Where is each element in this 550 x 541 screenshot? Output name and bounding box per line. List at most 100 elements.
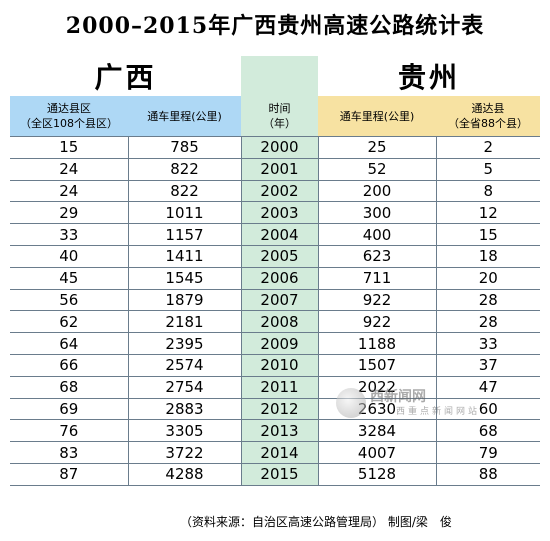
cell-year: 2011 xyxy=(240,376,319,399)
watermark-line2: 西重点新闻网站 xyxy=(396,407,481,417)
header-gz-km: 通车里程(公里) xyxy=(318,96,437,137)
cell-year: 2008 xyxy=(240,310,319,334)
cell-gx-km: 3722 xyxy=(127,441,242,464)
cell-gx-counties: 56 xyxy=(10,289,128,312)
cell-gx-km: 1545 xyxy=(127,267,242,290)
cell-year: 2002 xyxy=(240,180,319,203)
cell-gx-km: 1011 xyxy=(127,201,242,225)
cell-gz-km: 623 xyxy=(317,245,437,268)
cell-gx-counties: 68 xyxy=(10,376,128,399)
cell-gx-counties: 29 xyxy=(10,201,128,225)
cell-gz-km: 52 xyxy=(317,158,437,181)
cell-gx-km: 2574 xyxy=(127,354,242,377)
cell-gz-counties: 33 xyxy=(435,332,541,355)
cell-year: 2006 xyxy=(240,267,319,290)
cell-gz-km: 25 xyxy=(317,136,437,159)
cell-year: 2003 xyxy=(240,201,319,225)
cell-gx-km: 4288 xyxy=(127,463,242,486)
cell-gz-counties: 47 xyxy=(435,376,541,399)
cell-gx-km: 822 xyxy=(127,180,242,203)
cell-year: 2010 xyxy=(240,354,319,377)
cell-gz-counties: 88 xyxy=(435,463,541,486)
cell-gz-counties: 2 xyxy=(435,136,541,159)
cell-gx-km: 2395 xyxy=(127,332,242,355)
cell-year: 2014 xyxy=(240,441,319,464)
cell-year: 2009 xyxy=(240,332,319,355)
watermark-line1: 西新闻网 xyxy=(370,389,426,405)
cell-gz-km: 400 xyxy=(317,223,437,246)
cell-gx-counties: 64 xyxy=(10,332,128,355)
watermark-logo-icon xyxy=(336,388,366,418)
cell-gz-counties: 28 xyxy=(435,289,541,312)
cell-year: 2005 xyxy=(240,245,319,268)
table-row: 87 4288 2015 5128 88 xyxy=(10,463,541,486)
cell-year: 2007 xyxy=(240,289,319,312)
guizhou-region-label: 贵州 xyxy=(398,61,461,94)
table-row: 66 2574 2010 1507 37 xyxy=(10,354,541,377)
cell-year: 2012 xyxy=(240,398,319,421)
table-row: 64 2395 2009 1188 33 xyxy=(10,332,541,355)
cell-gx-km: 822 xyxy=(127,158,242,181)
cell-gx-counties: 87 xyxy=(10,463,128,486)
cell-gx-km: 1157 xyxy=(127,223,242,246)
cell-gx-counties: 76 xyxy=(10,419,128,443)
cell-gx-km: 2181 xyxy=(127,310,242,334)
cell-year: 2004 xyxy=(240,223,319,246)
cell-gx-km: 2754 xyxy=(127,376,242,399)
cell-gx-counties: 83 xyxy=(10,441,128,464)
cell-gx-counties: 40 xyxy=(10,245,128,268)
cell-gx-counties: 33 xyxy=(10,223,128,246)
header-gz-counties: 通达县 （全省88个县） xyxy=(436,96,541,137)
header-gx-km: 通车里程(公里) xyxy=(128,96,242,137)
table-row: 83 3722 2014 4007 79 xyxy=(10,441,541,464)
table-row: 68 2754 2011 2022 47 xyxy=(10,376,541,399)
cell-gx-km: 1879 xyxy=(127,289,242,312)
cell-gz-counties: 12 xyxy=(435,201,541,225)
time-column-spacer xyxy=(241,56,319,96)
cell-gx-counties: 15 xyxy=(10,136,128,159)
header-gx-counties: 通达县区 （全区108个县区） xyxy=(10,96,128,137)
cell-year: 2000 xyxy=(240,136,319,159)
cell-gx-counties: 24 xyxy=(10,180,128,203)
cell-year: 2015 xyxy=(240,463,319,486)
table-body: 15 785 2000 25 2 24 822 2001 52 5 24 822 2002 200 8 29 1… xyxy=(10,136,541,486)
cell-gz-km: 5128 xyxy=(317,463,437,486)
source-footer: （资料来源：自治区高速公路管理局） 制图/梁 俊 xyxy=(180,515,452,529)
cell-gz-km: 1188 xyxy=(317,332,437,355)
cell-gx-counties: 45 xyxy=(10,267,128,290)
cell-gx-counties: 62 xyxy=(10,310,128,334)
cell-gz-counties: 18 xyxy=(435,245,541,268)
table-row: 24 822 2002 200 8 xyxy=(10,180,541,203)
cell-gz-km: 4007 xyxy=(317,441,437,464)
cell-gz-km: 922 xyxy=(317,289,437,312)
cell-gz-counties: 15 xyxy=(435,223,541,246)
cell-gz-km: 1507 xyxy=(317,354,437,377)
cell-gz-counties: 20 xyxy=(435,267,541,290)
cell-gz-counties: 79 xyxy=(435,441,541,464)
guangxi-region-label: 广西 xyxy=(94,61,157,94)
cell-gx-counties: 69 xyxy=(10,398,128,421)
table-row: 76 3305 2013 3284 68 xyxy=(10,419,541,443)
cell-gz-km: 3284 xyxy=(317,419,437,443)
cell-gz-counties: 8 xyxy=(435,180,541,203)
cell-gx-km: 785 xyxy=(127,136,242,159)
cell-gz-counties: 60 xyxy=(435,398,541,421)
cell-year: 2001 xyxy=(240,158,319,181)
chart-title: 2000–2015年广西贵州高速公路统计表 xyxy=(65,13,485,39)
table-row: 40 1411 2005 623 18 xyxy=(10,245,541,268)
cell-gz-counties: 68 xyxy=(435,419,541,443)
cell-gx-km: 2883 xyxy=(127,398,242,421)
cell-gz-km: 711 xyxy=(317,267,437,290)
watermark: 西新闻网 西重点新闻网站 xyxy=(336,384,526,424)
table-row: 45 1545 2006 711 20 xyxy=(10,267,541,290)
cell-gz-counties: 37 xyxy=(435,354,541,377)
cell-gz-counties: 28 xyxy=(435,310,541,334)
highway-stats-table: 广西 贵州 通达县区 （全区108个县区） 通车里程(公里) 时间 （年） 通车里程… xyxy=(10,56,541,486)
table-row: 15 785 2000 25 2 xyxy=(10,136,541,159)
cell-gx-counties: 24 xyxy=(10,158,128,181)
table-row: 24 822 2001 52 5 xyxy=(10,158,541,181)
cell-gx-counties: 66 xyxy=(10,354,128,377)
table-row: 62 2181 2008 922 28 xyxy=(10,310,541,334)
cell-gz-counties: 5 xyxy=(435,158,541,181)
cell-gz-km: 922 xyxy=(317,310,437,334)
